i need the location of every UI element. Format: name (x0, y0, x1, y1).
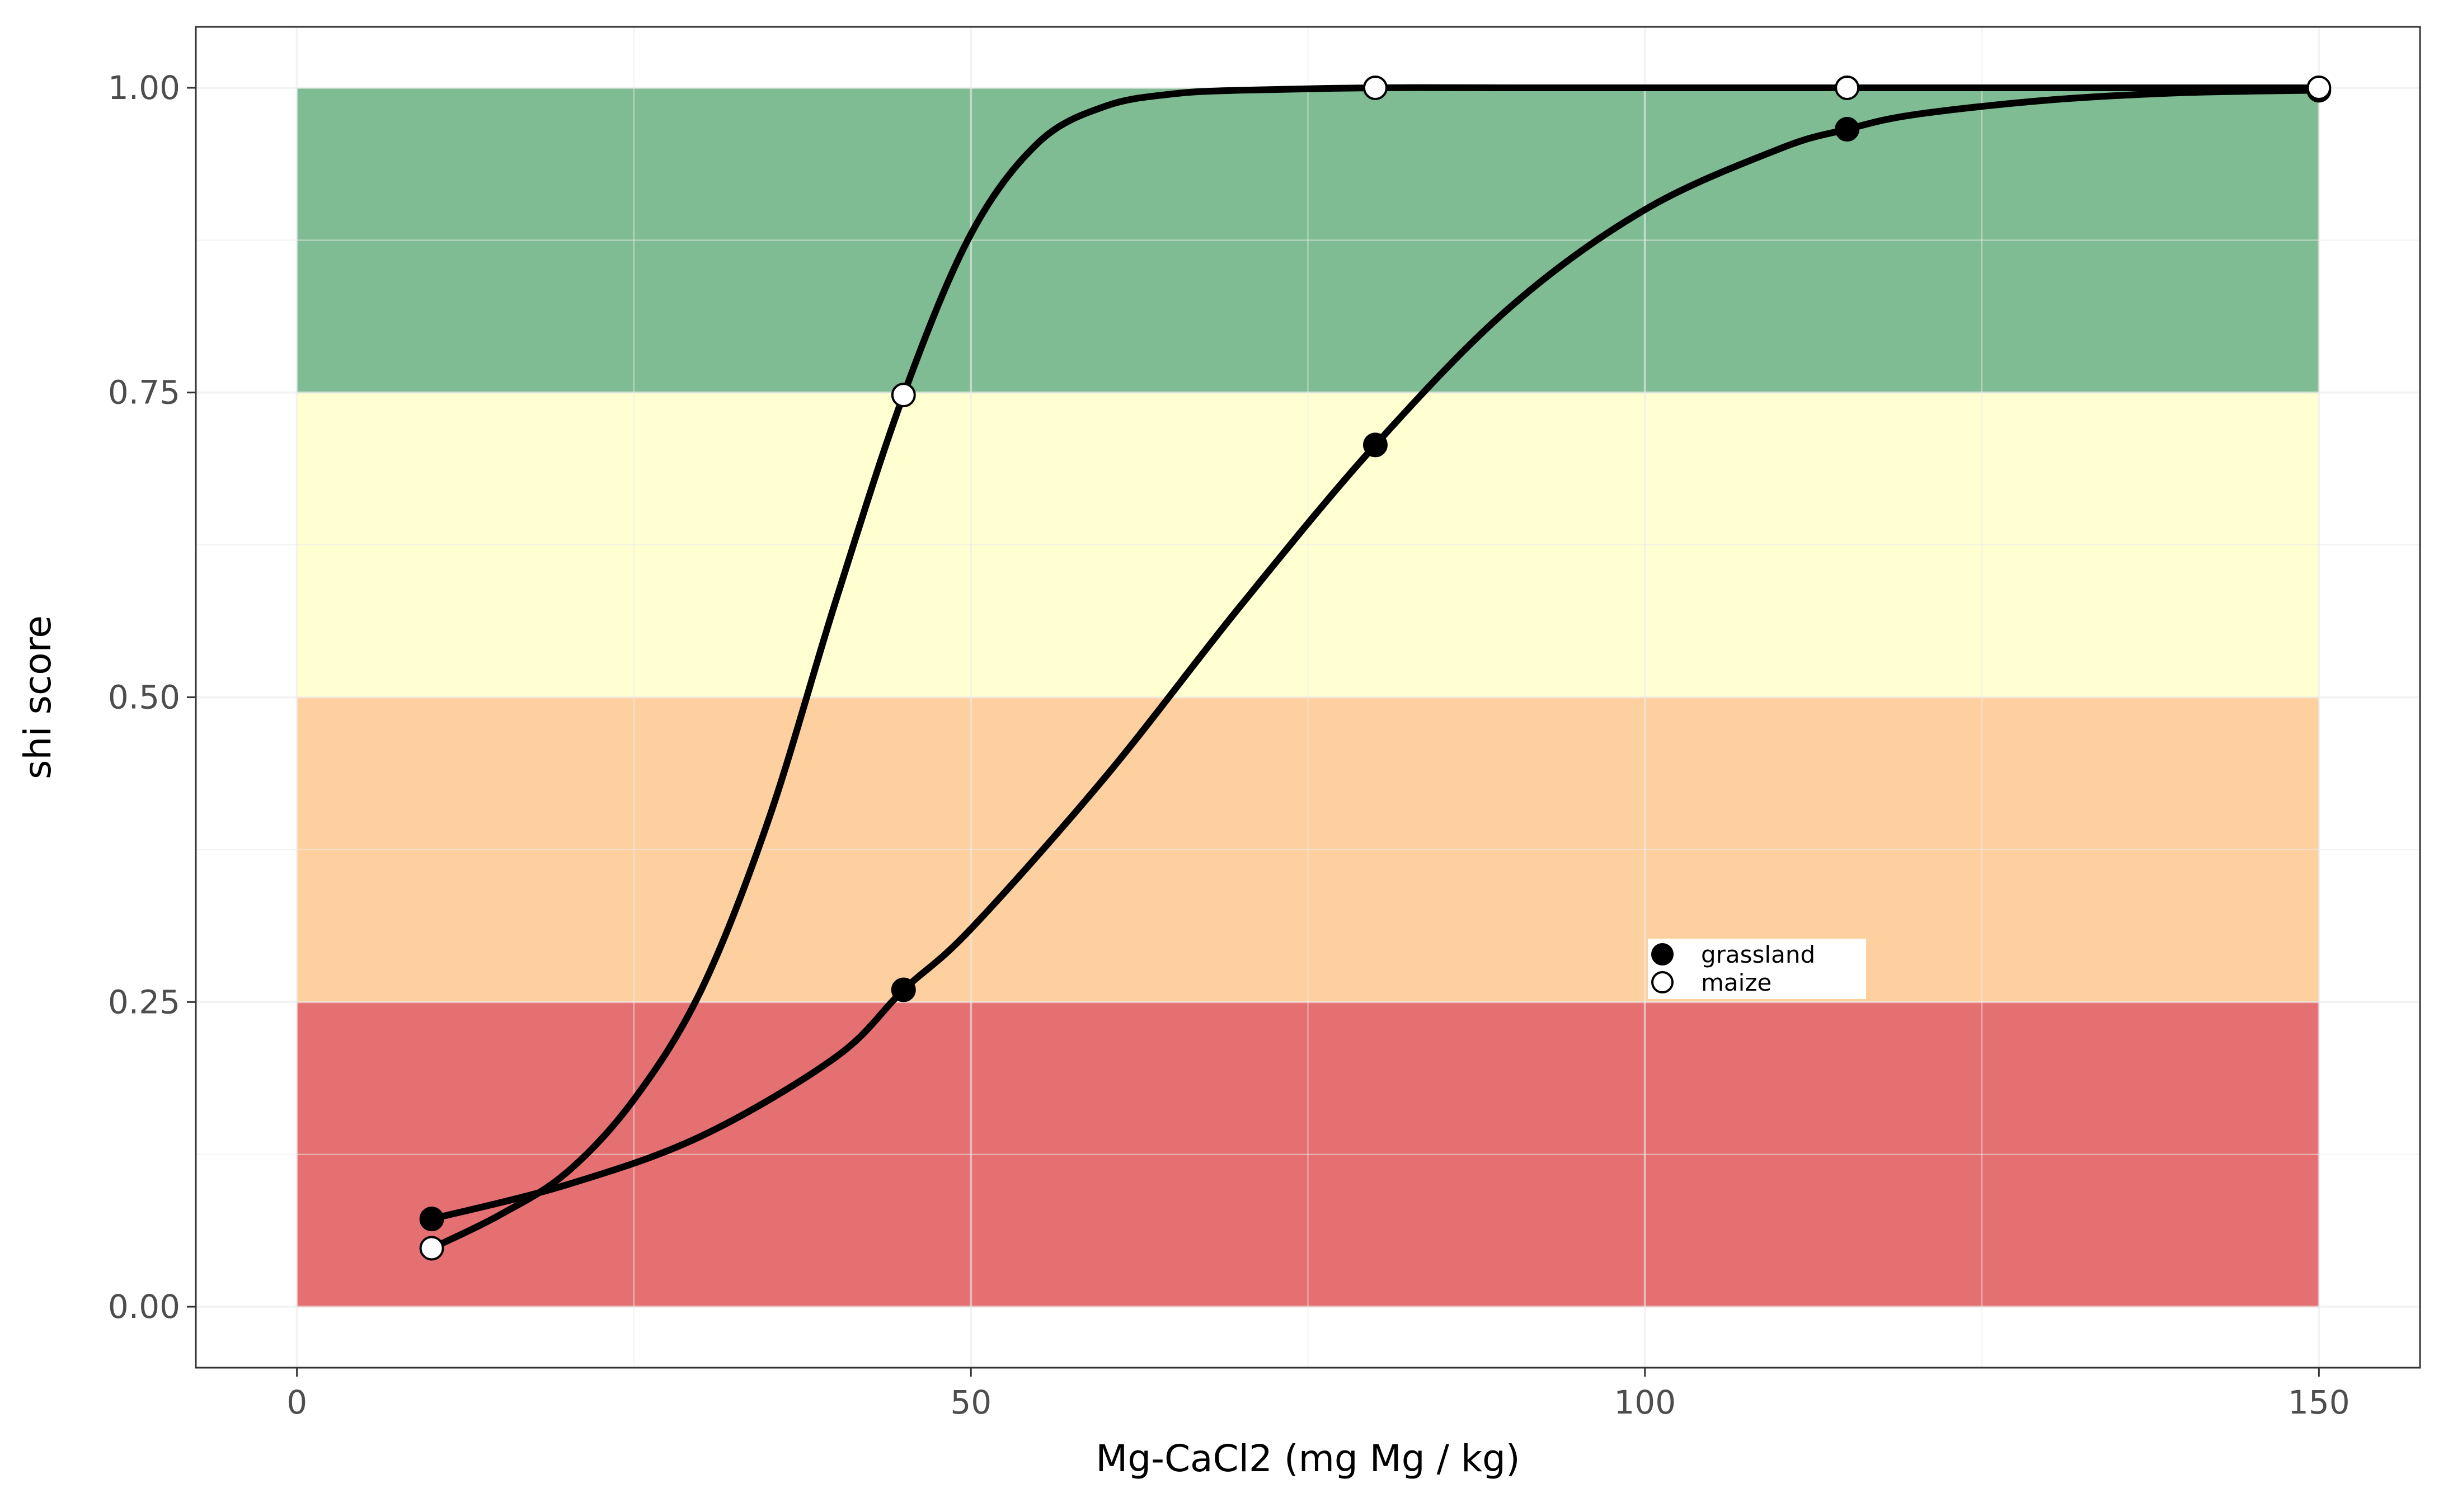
y-tick-label-4: 1.00 (108, 69, 180, 107)
x-axis-title: Mg-CaCl2 (mg Mg / kg) (1096, 1437, 1520, 1480)
x-tick-label-3: 150 (2288, 1383, 2350, 1421)
point-grassland-1 (891, 977, 916, 1002)
axis-ticks (187, 87, 2320, 1377)
series-line-maize (428, 84, 2323, 1252)
y-axis-title: shi score (16, 615, 59, 779)
x-tick-labels: 0 50 100 150 (286, 1383, 2350, 1421)
y-tick-label-3: 0.75 (108, 374, 180, 412)
point-maize-3 (1835, 75, 1860, 100)
y-tick-label-1: 0.25 (108, 983, 180, 1021)
point-grassland-3 (1835, 117, 1860, 142)
legend-label-maize: maize (1701, 969, 1772, 996)
legend-background (1648, 939, 1866, 999)
legend-label-grassland: grassland (1701, 941, 1815, 968)
x-tick-label-2: 100 (1614, 1383, 1676, 1421)
data-points (419, 75, 2332, 1261)
legend-key-maize (1651, 971, 1674, 993)
x-tick-label-0: 0 (286, 1383, 307, 1421)
curves (428, 84, 2323, 1252)
point-maize-4 (2306, 75, 2332, 100)
y-tick-labels: 0.00 0.25 0.50 0.75 1.00 (108, 69, 180, 1326)
series-line-grassland (428, 87, 2323, 1223)
y-tick-label-0: 0.00 (108, 1288, 180, 1326)
y-tick-label-2: 0.50 (108, 679, 180, 717)
x-tick-label-1: 50 (950, 1383, 992, 1421)
point-maize-2 (1362, 75, 1388, 100)
point-grassland-0 (419, 1207, 444, 1232)
grid (196, 27, 2420, 1368)
point-maize-0 (419, 1236, 444, 1261)
point-grassland-2 (1362, 432, 1388, 458)
point-maize-1 (891, 383, 916, 408)
legend-key-grassland (1651, 943, 1674, 965)
